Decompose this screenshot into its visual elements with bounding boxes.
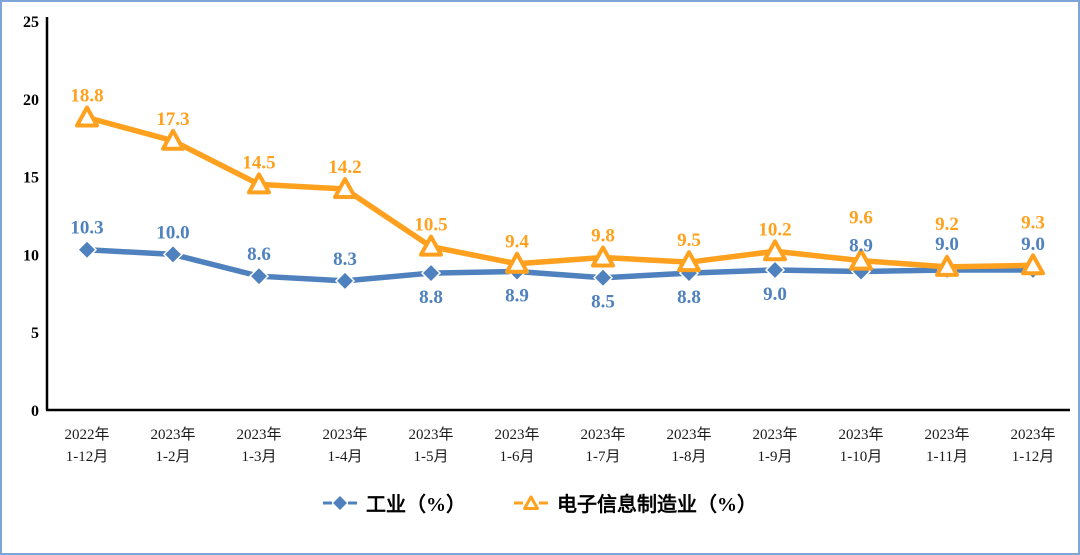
data-label: 9.6: [849, 208, 873, 229]
industry-series-marker-icon: [323, 495, 357, 510]
triangle-marker: [419, 234, 443, 257]
x-tick-label: 2023年 1-3月: [236, 426, 281, 465]
triangle-marker: [935, 254, 959, 277]
triangle-marker: [763, 239, 787, 262]
data-label: 8.6: [247, 244, 271, 265]
x-tick-label: 2023年 1-7月: [580, 426, 625, 465]
data-label: 9.0: [935, 234, 959, 255]
diamond-marker: [420, 263, 442, 284]
x-tick-label: 2023年 1-6月: [494, 426, 539, 465]
data-label: 10.3: [70, 218, 103, 239]
x-tick-label: 2023年 1-5月: [408, 426, 453, 465]
triangle-marker: [75, 105, 99, 128]
data-label: 8.8: [677, 287, 701, 308]
data-label: 9.4: [505, 232, 529, 253]
data-label: 9.2: [935, 214, 959, 235]
data-label: 10.2: [758, 219, 791, 240]
chart-legend: 工业（%） 电子信息制造业（%）: [2, 488, 1078, 517]
data-label: 17.3: [156, 109, 189, 130]
data-label: 9.0: [1021, 234, 1045, 255]
data-label: 8.8: [419, 287, 443, 308]
data-label: 9.5: [677, 230, 701, 251]
diamond-marker: [334, 270, 356, 291]
legend-label-electronics: 电子信息制造业（%）: [557, 494, 757, 516]
x-tick-label: 2023年 1-8月: [666, 426, 711, 465]
legend-label-industry: 工业（%）: [366, 494, 466, 516]
series-line-1: [84, 114, 1036, 270]
data-label: 18.8: [70, 85, 103, 106]
y-tick-label: 0: [31, 403, 39, 420]
data-label: 10.5: [414, 215, 447, 236]
x-tick-label: 2023年 1-9月: [752, 426, 797, 465]
y-tick-label: 10: [23, 247, 39, 264]
triangle-marker: [677, 250, 701, 273]
data-label: 9.0: [763, 284, 787, 305]
diamond-marker: [592, 267, 614, 288]
y-tick-label: 25: [23, 14, 39, 31]
diamond-marker: [162, 244, 184, 265]
triangle-marker: [849, 248, 873, 271]
triangle-marker: [247, 172, 271, 195]
triangle-marker: [161, 128, 185, 151]
data-label: 9.8: [591, 226, 615, 247]
diamond-marker: [76, 239, 98, 260]
triangle-marker: [1021, 253, 1045, 276]
data-label: 8.5: [591, 292, 615, 313]
data-label: 14.5: [242, 152, 275, 173]
y-tick-label: 15: [23, 170, 39, 187]
data-label: 9.3: [1021, 212, 1045, 233]
x-tick-label: 2022年 1-12月: [64, 426, 109, 465]
electronics-series-marker-icon: [514, 495, 548, 510]
y-tick-label: 5: [31, 325, 39, 342]
legend-item-electronics: 电子信息制造业（%）: [514, 488, 757, 517]
diamond-marker: [764, 259, 786, 281]
data-label: 14.2: [328, 157, 361, 178]
x-tick-label: 2023年 1-4月: [322, 426, 367, 465]
data-label: 10.0: [156, 222, 189, 243]
series-line-0: [84, 246, 1036, 284]
diamond-marker: [248, 266, 270, 287]
triangle-marker: [505, 251, 529, 274]
x-tick-label: 2023年 1-12月: [1010, 426, 1055, 465]
triangle-marker: [591, 245, 615, 268]
data-label: 8.9: [505, 286, 529, 307]
y-tick-label: 20: [23, 92, 39, 109]
data-label: 8.9: [849, 236, 873, 257]
data-label: 8.3: [333, 249, 357, 270]
x-tick-label: 2023年 1-10月: [838, 426, 883, 465]
x-tick-label: 2023年 1-2月: [150, 426, 195, 465]
triangle-marker: [333, 177, 357, 200]
legend-item-industry: 工业（%）: [323, 488, 466, 517]
x-tick-label: 2023年 1-11月: [924, 426, 969, 465]
